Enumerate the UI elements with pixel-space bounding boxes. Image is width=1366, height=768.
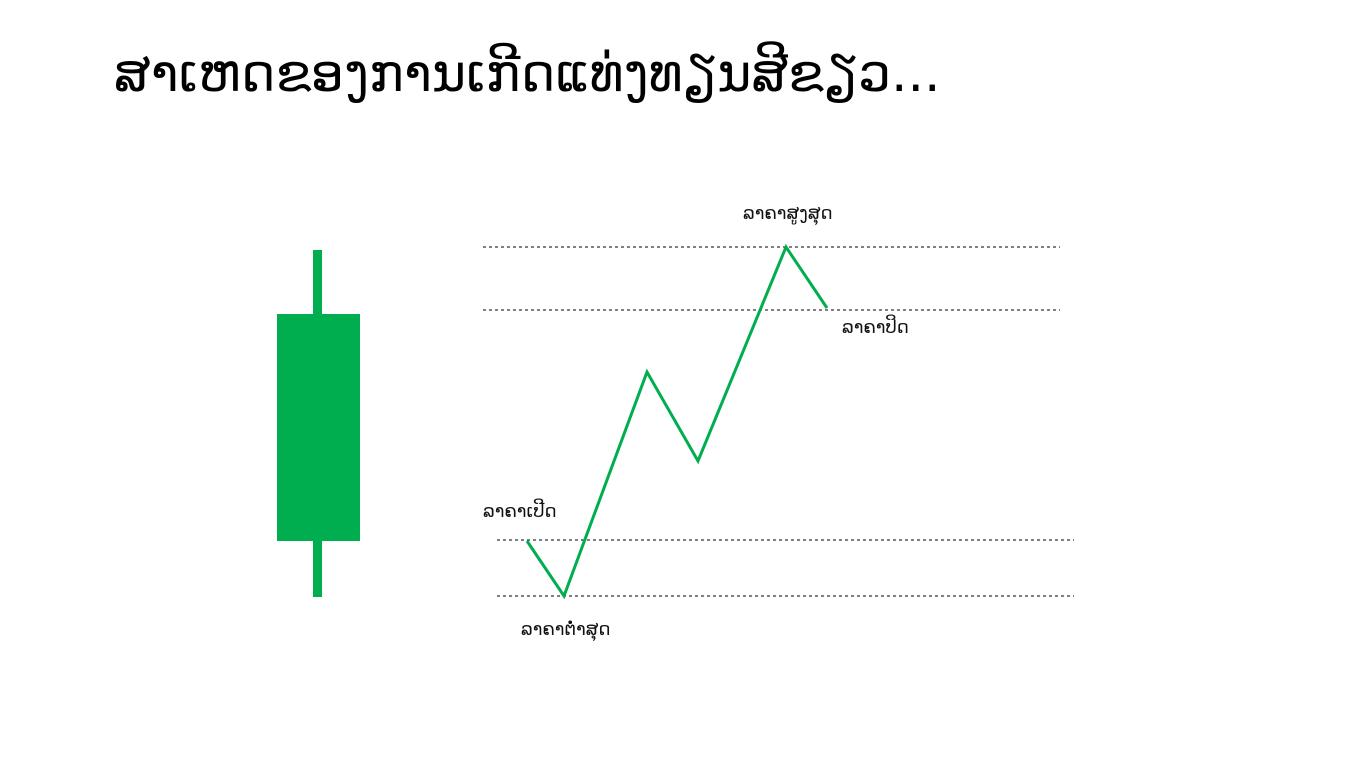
price-path-line bbox=[525, 243, 829, 600]
slide-title: ສາເຫດຂອງການເກີດແທ່ງທຽນສີຂຽວ... bbox=[114, 44, 941, 104]
candle-body bbox=[277, 314, 360, 541]
low-price-label: ລາຄາຕໍ່າສຸດ bbox=[521, 619, 610, 642]
open-price-label: ລາຄາເປີດ bbox=[483, 499, 557, 522]
price-level-guides bbox=[483, 246, 1074, 597]
close-price-label: ລາຄາປິດ bbox=[842, 315, 909, 338]
candle-lower-wick bbox=[313, 539, 322, 597]
high-price-label: ລາຄາສູງສຸດ bbox=[743, 203, 833, 226]
green-candlestick bbox=[277, 250, 360, 597]
candle-upper-wick bbox=[313, 250, 322, 316]
